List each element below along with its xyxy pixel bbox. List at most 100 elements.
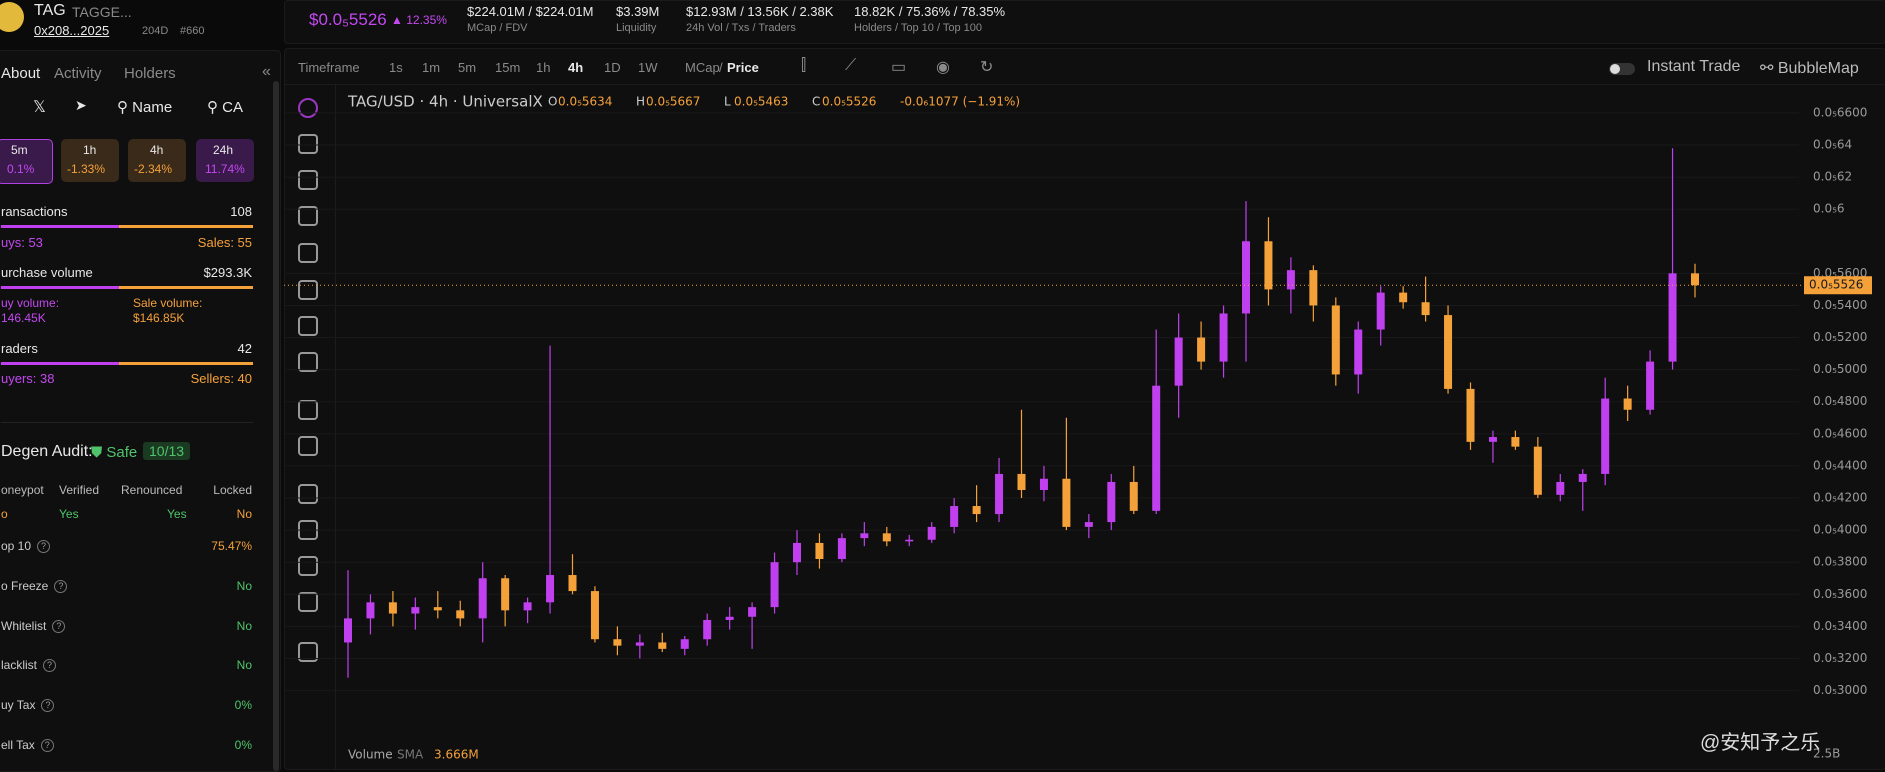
- ohlc-key: H: [636, 95, 645, 109]
- help-icon[interactable]: ?: [40, 739, 54, 752]
- y-tick-label: 0.0₅5400: [1813, 298, 1867, 312]
- interval[interactable]: 4h: [568, 60, 584, 75]
- interval[interactable]: 1m: [422, 60, 441, 75]
- period-box[interactable]: [196, 139, 254, 182]
- interval[interactable]: 5m: [458, 60, 477, 75]
- candle-body: [1062, 478, 1071, 527]
- price-toggle[interactable]: Price: [727, 60, 759, 75]
- label: Name: [132, 99, 173, 116]
- drawing-tool[interactable]: [298, 436, 318, 456]
- candle-body: [1444, 315, 1453, 389]
- y-tick-label: 0.0₅5000: [1813, 362, 1867, 376]
- drawing-tool[interactable]: [298, 98, 318, 118]
- token-logo: [0, 2, 24, 32]
- sidebar: About Activity Holders « 𝕏 ➤ ⚲ Name ⚲ CA…: [0, 50, 281, 772]
- tool-icon[interactable]: ▭: [891, 59, 907, 76]
- tool-icon[interactable]: ◉: [936, 59, 950, 76]
- interval[interactable]: 1s: [389, 60, 403, 75]
- audit-value: No: [236, 579, 252, 593]
- candle-body: [972, 506, 981, 515]
- candle-body: [501, 578, 510, 611]
- change-value: 12.35%: [406, 13, 447, 27]
- address[interactable]: 0x208...2025: [34, 23, 110, 38]
- help-icon[interactable]: ?: [43, 659, 57, 672]
- drawing-tool[interactable]: [298, 316, 318, 336]
- candle-body: [568, 575, 577, 592]
- x-icon[interactable]: 𝕏: [33, 99, 46, 116]
- ohlc-value: 0.0₅5463: [734, 95, 788, 109]
- audit-header: Verified: [59, 483, 100, 497]
- label: BubbleMap: [1777, 60, 1859, 77]
- tab[interactable]: Activity: [54, 65, 102, 82]
- interval[interactable]: 1h: [536, 60, 551, 75]
- ohlc-key: L: [724, 95, 731, 109]
- audit-value: No: [236, 507, 252, 521]
- drawing-tool[interactable]: [298, 352, 318, 372]
- drawing-tool[interactable]: [298, 400, 318, 420]
- toggle-knob: [1610, 64, 1620, 74]
- last-price-tag: [1804, 276, 1872, 295]
- audit-label: lacklist?: [1, 658, 57, 672]
- stat-label: 24h Vol / Txs / Traders: [686, 22, 796, 34]
- audit-value: No: [236, 619, 252, 633]
- candle-body: [1399, 292, 1408, 303]
- tab[interactable]: About: [1, 65, 41, 82]
- interval[interactable]: 1W: [638, 60, 658, 75]
- drawing-tool[interactable]: [298, 280, 318, 300]
- candle-body: [433, 607, 442, 611]
- candle-body: [456, 610, 465, 619]
- sell-bar: [119, 286, 253, 289]
- help-icon[interactable]: ?: [41, 699, 55, 712]
- tool-icon[interactable]: ⟋: [845, 57, 857, 74]
- drawing-tool[interactable]: [298, 484, 318, 504]
- candle-body: [1668, 273, 1677, 362]
- instant-trade[interactable]: Instant Trade: [1647, 58, 1741, 75]
- instant-toggle[interactable]: [1609, 63, 1635, 75]
- drawing-tool[interactable]: [298, 243, 318, 263]
- buy-bar: [1, 362, 119, 365]
- candle-body: [1219, 313, 1228, 362]
- search-name[interactable]: ⚲ Name: [117, 99, 173, 116]
- period-box[interactable]: [61, 139, 119, 182]
- period-box[interactable]: [128, 139, 186, 182]
- scrollbar[interactable]: [273, 81, 279, 771]
- drawing-tool[interactable]: [298, 134, 318, 154]
- period: 4h: [150, 143, 164, 157]
- telegram-icon[interactable]: ➤: [75, 97, 87, 113]
- search-ca[interactable]: ⚲ CA: [207, 99, 243, 116]
- period: 5m: [11, 143, 28, 157]
- stat-label: Holders / Top 10 / Top 100: [854, 22, 983, 34]
- stat-value: $3.39M: [616, 4, 660, 19]
- tool-icon[interactable]: ↻: [980, 59, 994, 76]
- help-icon[interactable]: ?: [52, 620, 66, 633]
- tool-icon[interactable]: ⫿: [801, 57, 807, 74]
- mcap[interactable]: MCap: [685, 60, 720, 75]
- sale-volume-label: Sale volume:: [133, 296, 203, 310]
- interval[interactable]: 15m: [495, 60, 521, 75]
- bubblemap[interactable]: ⚯ BubbleMap: [1760, 60, 1859, 77]
- candle-body: [1129, 481, 1138, 511]
- drawing-tool[interactable]: [298, 170, 318, 190]
- audit-header: Locked: [213, 483, 252, 497]
- candle-body: [905, 539, 914, 542]
- period-change: -2.34%: [134, 162, 173, 176]
- help-icon[interactable]: ?: [54, 580, 68, 593]
- period-box[interactable]: [0, 139, 53, 184]
- drawing-tool[interactable]: [298, 556, 318, 576]
- sales: Sales: 55: [197, 235, 252, 250]
- audit-status: ⛊ Safe: [91, 444, 138, 461]
- stat-label: ransactions: [1, 204, 68, 219]
- sellers: Sellers: 40: [190, 371, 252, 386]
- drawing-tool[interactable]: [298, 642, 318, 662]
- chart-title: TAG/USD · 4h · UniversalX: [347, 93, 543, 111]
- help-icon[interactable]: ?: [37, 540, 51, 553]
- drawing-tool[interactable]: [298, 206, 318, 226]
- stats-bar: $0.0₅5526 ▲ 12.35% $224.01M / $224.01M M…: [284, 0, 1885, 44]
- y-tick-label: 0.0₅6600: [1813, 105, 1867, 119]
- y-tick-label: 0.0₅3400: [1813, 619, 1867, 633]
- drawing-tool[interactable]: [298, 592, 318, 612]
- interval[interactable]: 1D: [604, 60, 621, 75]
- collapse[interactable]: «: [262, 63, 271, 80]
- tab[interactable]: Holders: [124, 65, 176, 82]
